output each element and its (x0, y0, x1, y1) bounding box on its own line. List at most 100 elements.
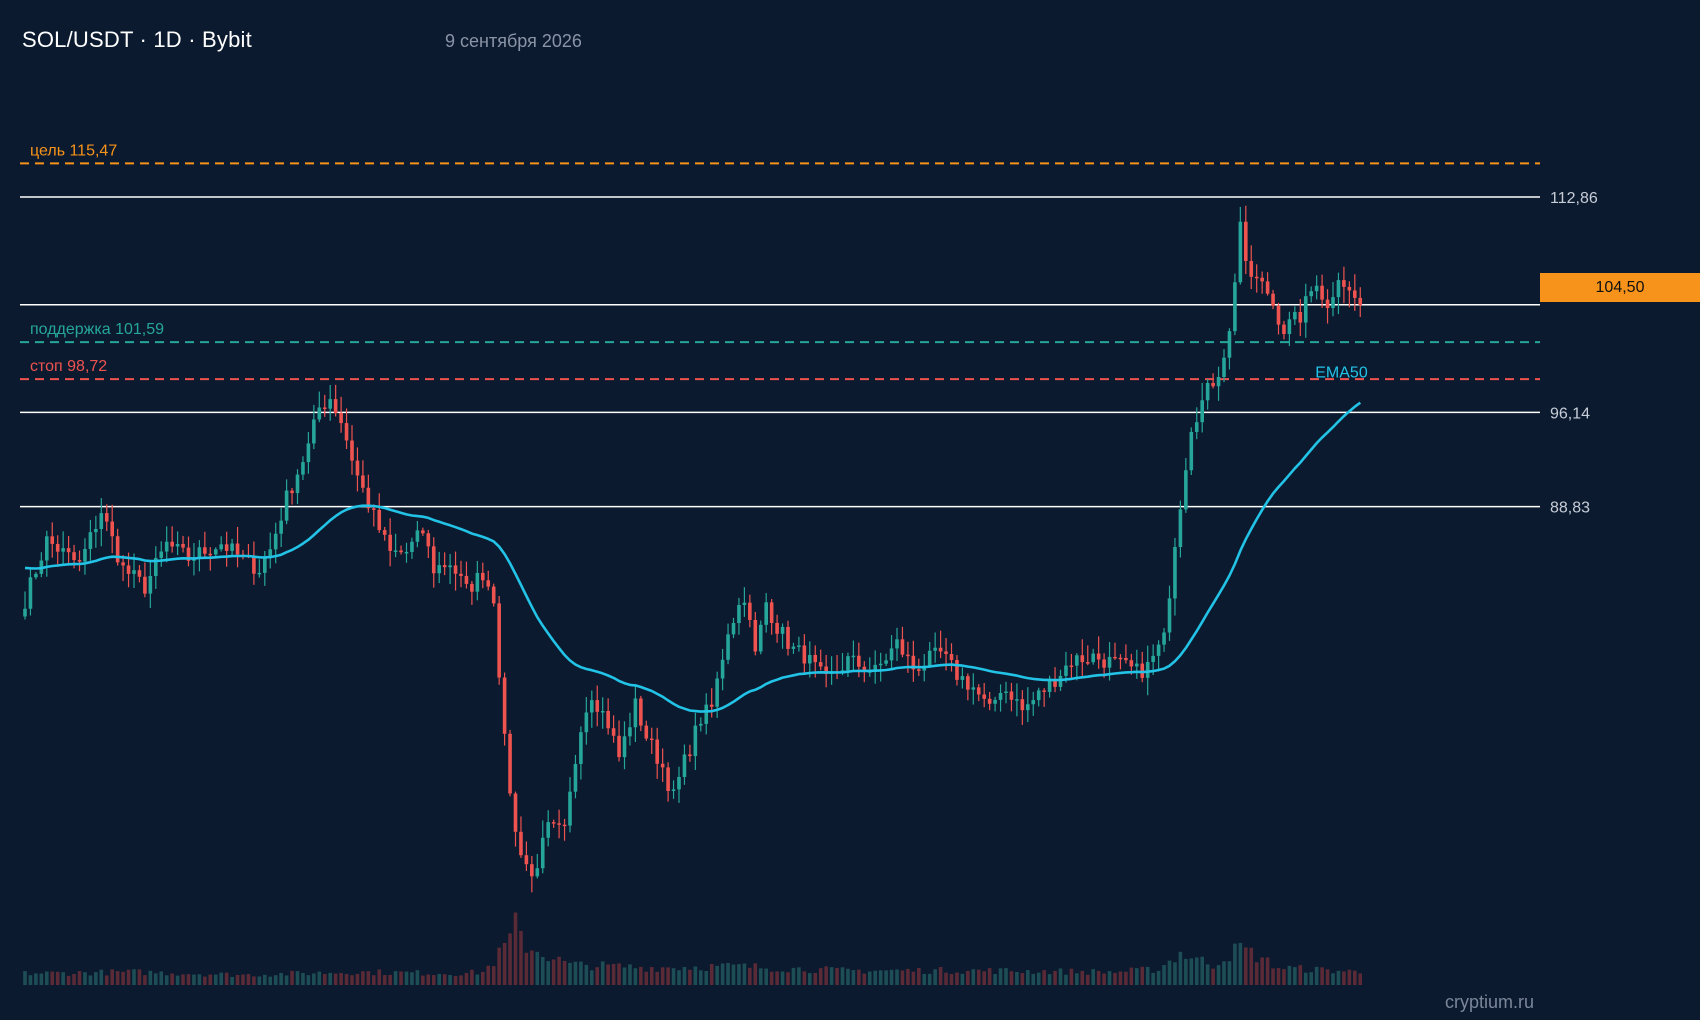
candle (753, 611, 758, 656)
volume-bar (1075, 973, 1079, 985)
volume-bar (1353, 970, 1357, 985)
candle-body (617, 735, 621, 758)
volume-bar (1113, 972, 1117, 985)
candle-body (758, 624, 763, 652)
candle (486, 570, 491, 591)
candle-body (1303, 296, 1308, 323)
volume-bar (1342, 971, 1346, 985)
candle-body (110, 521, 114, 537)
candle-body (121, 562, 125, 566)
candle-body (159, 551, 164, 558)
candle-body (1254, 276, 1259, 279)
candle-body (72, 552, 76, 561)
candle (530, 856, 534, 893)
candle-body (873, 664, 877, 672)
volume-bar (475, 974, 480, 985)
volume-bar (34, 973, 38, 985)
candle (1249, 245, 1254, 290)
candle-body (132, 570, 136, 574)
level-label-target: цель 115,47 (30, 142, 117, 159)
candle-body (1314, 285, 1319, 292)
candle (519, 816, 523, 858)
candle-body (1107, 656, 1112, 668)
volume-bar (1058, 968, 1063, 985)
volume-bar (1178, 951, 1183, 985)
volume-bar (786, 972, 790, 985)
volume-bar (1276, 968, 1281, 985)
candle-body (268, 549, 273, 559)
candle (769, 598, 774, 635)
volume-bar (388, 974, 392, 985)
candle-body (404, 551, 409, 554)
volume-bar (1053, 970, 1057, 985)
volume-bar (88, 975, 93, 985)
candle (219, 536, 223, 552)
candle (1287, 311, 1292, 347)
candle-body (1145, 661, 1150, 678)
volume-bar (55, 971, 60, 985)
candle-body (1031, 700, 1036, 705)
volume-bar (148, 970, 153, 985)
volume-bar (1331, 973, 1335, 985)
candle-body (1227, 331, 1232, 358)
candle-body (170, 541, 174, 547)
volume-bar (284, 975, 289, 985)
candle (1085, 645, 1090, 666)
candle-body (769, 602, 774, 623)
volume-bar (399, 971, 403, 985)
volume-bar (971, 969, 976, 985)
candle-body (780, 626, 785, 634)
candle (551, 819, 556, 828)
candle-body (508, 733, 512, 794)
volume-bar (1227, 961, 1232, 985)
volume-bar (922, 974, 927, 985)
volume-bar (1047, 974, 1052, 985)
candle-body (1036, 690, 1041, 701)
level-label-level-2: 96,14 (1550, 405, 1590, 422)
candle (606, 698, 610, 735)
candle (1026, 687, 1030, 723)
candle-body (633, 698, 638, 728)
volume-bar (263, 974, 267, 985)
candle-body (94, 529, 98, 533)
candle-body (77, 560, 82, 562)
volume-bar (453, 976, 458, 985)
volume-bar (540, 956, 545, 985)
candle (878, 652, 883, 682)
candle-body (1085, 662, 1090, 664)
volume-bar (758, 968, 763, 985)
volume-bar (99, 969, 104, 985)
candle (333, 384, 338, 417)
candle-body (551, 822, 556, 824)
candle (993, 696, 997, 712)
volume-bar (720, 963, 725, 985)
volume-bar (502, 942, 507, 985)
candle (611, 715, 616, 743)
volume-bar (154, 973, 158, 985)
candle (1194, 407, 1199, 440)
volume-bar (524, 952, 529, 985)
candle-body (328, 399, 332, 409)
candle-body (322, 407, 327, 409)
volume-bar (1336, 970, 1341, 985)
candle-body (1173, 547, 1177, 599)
candle (797, 636, 801, 652)
candle-body (464, 575, 469, 584)
candle-body (889, 648, 894, 661)
volume-bar (813, 972, 818, 985)
candle (301, 456, 305, 480)
candle-body (23, 608, 27, 617)
volume-bar (431, 975, 436, 985)
candle-body (639, 698, 643, 726)
candle-body (1358, 297, 1363, 306)
ema-line (24, 401, 1362, 713)
volume-bar (982, 971, 986, 985)
candle (660, 748, 665, 782)
volume-bar (1254, 962, 1259, 985)
candle-body (976, 687, 981, 695)
candle (1124, 644, 1128, 664)
candle-body (301, 462, 305, 475)
volume-bar (704, 971, 709, 985)
candle (1325, 289, 1330, 324)
